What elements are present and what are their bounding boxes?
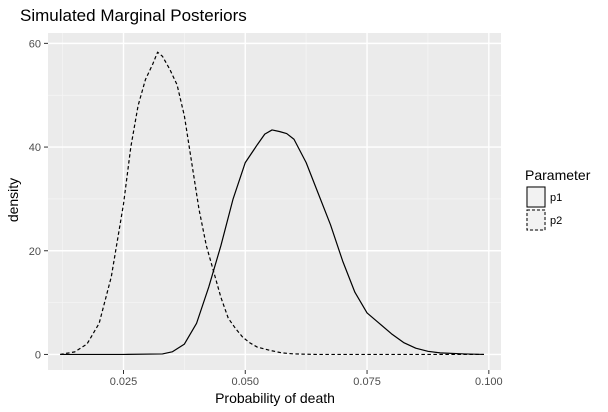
series-layer xyxy=(60,51,484,356)
legend: Parameter p1 p2 xyxy=(525,167,591,231)
x-axis-title: Probability of death xyxy=(215,390,335,406)
plot-panel xyxy=(48,33,501,370)
x-tick-label: 0.025 xyxy=(110,376,138,388)
x-tick-label: 0.075 xyxy=(353,376,381,388)
y-tick-label: 20 xyxy=(29,246,41,258)
legend-swatch-p2 xyxy=(526,209,546,231)
legend-key-p1 xyxy=(526,186,546,208)
x-axis-ticks: 0.025 0.050 0.075 0.100 xyxy=(110,370,503,388)
legend-swatch-p1 xyxy=(526,186,546,208)
x-tick-label: 0.100 xyxy=(475,376,503,388)
y-tick-label: 0 xyxy=(35,349,41,361)
y-tick-label: 40 xyxy=(29,142,41,154)
legend-key-p2 xyxy=(526,209,546,231)
legend-label-p1: p1 xyxy=(550,192,562,204)
series-line-p1 xyxy=(60,129,484,356)
chart-title: Simulated Marginal Posteriors xyxy=(20,6,247,25)
y-axis-title: density xyxy=(5,178,21,222)
x-tick-label: 0.050 xyxy=(232,376,260,388)
y-axis-ticks: 0 20 40 60 xyxy=(29,38,48,361)
legend-label-p2: p2 xyxy=(550,215,562,227)
legend-title: Parameter xyxy=(525,167,591,183)
y-tick-label: 60 xyxy=(29,38,41,50)
series-line-p2 xyxy=(60,51,484,356)
